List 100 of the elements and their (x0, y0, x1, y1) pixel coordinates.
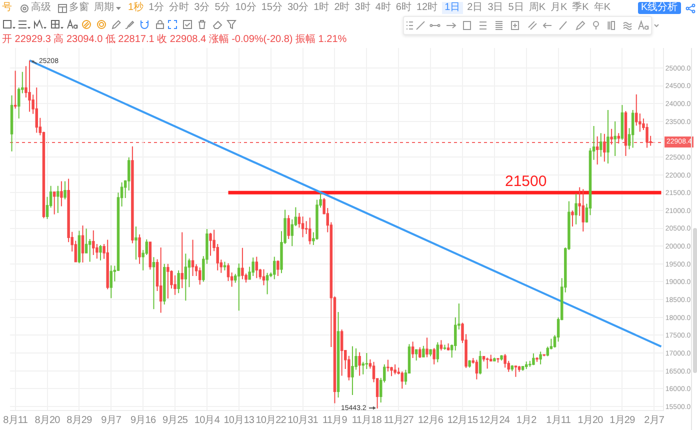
candlestick (603, 133, 606, 162)
x-tick-label: 1月11 (546, 415, 572, 426)
candlestick (131, 146, 134, 244)
candlestick (446, 342, 450, 351)
text: 1秒 (127, 2, 145, 14)
button: K线分析 (638, 2, 681, 14)
candlestick (148, 242, 152, 270)
candlestick (631, 110, 634, 148)
candlestick (532, 352, 535, 366)
candlestick (582, 188, 585, 232)
candlestick (600, 132, 602, 158)
candlestick (411, 341, 414, 358)
x-tick-label: 9月25 (162, 415, 188, 426)
text: 3日 (486, 2, 504, 14)
candlestick (14, 70, 17, 110)
candlestick (475, 359, 478, 380)
candlestick (536, 356, 538, 362)
x-tick-label: 2月7 (644, 415, 665, 426)
x-tick-label: 10月4 (194, 415, 220, 426)
text: 15分 (260, 2, 284, 14)
candlestick (574, 193, 578, 225)
candlestick (52, 191, 56, 215)
candlestick (99, 244, 102, 261)
x-tick-label: 12月15 (447, 415, 478, 426)
candlestick (440, 340, 443, 351)
candlestick (287, 214, 290, 240)
candlestick (163, 263, 166, 306)
candlestick (426, 337, 428, 358)
candlestick (478, 350, 482, 375)
candlestick (620, 104, 624, 140)
text: 1日 (442, 2, 464, 14)
candlestick (28, 60, 31, 112)
text: 5日 (507, 2, 525, 14)
candlestick (35, 87, 38, 134)
candlestick (10, 94, 14, 152)
text: 6时 (394, 2, 412, 14)
x-tick-label: 8月20 (34, 415, 61, 426)
candlestick (614, 120, 616, 156)
candlestick (64, 180, 66, 200)
candlestick (191, 239, 194, 277)
candlestick (525, 361, 528, 370)
text: 30分 (286, 2, 310, 14)
candlestick (152, 256, 156, 310)
text: 3分 (193, 2, 211, 14)
x-tick-label: 9月16 (130, 415, 156, 426)
x-tick-label: 12月6 (418, 415, 444, 426)
text: 4时 (374, 2, 392, 14)
x-tick-label: 9月7 (101, 415, 122, 426)
candlestick (521, 366, 524, 372)
x-tick-label: 11月18 (352, 415, 382, 426)
candlestick (358, 352, 361, 376)
text: 多窗 (68, 2, 90, 14)
text: 10分 (234, 2, 258, 14)
x-tick-label: 12月24 (479, 415, 510, 426)
candlestick (496, 357, 500, 364)
candlestick (92, 230, 95, 256)
candlestick (223, 261, 226, 271)
text: 季K (571, 2, 590, 14)
x-tick-label: 10月31 (288, 415, 319, 426)
candlestick (443, 344, 446, 350)
x-tick-label: 1月29 (610, 415, 636, 426)
candlestick (340, 328, 344, 376)
candlestick (386, 359, 390, 372)
candlestick (262, 268, 266, 286)
text: 开 22929.3 高 23094.0 低 22817.1 收 22908.4 涨幅 -0.09%(-20.8) 振幅 1.21% (2, 34, 347, 46)
candlestick (624, 110, 628, 156)
candlestick (510, 364, 514, 372)
x-tick-label: 10月22 (256, 415, 287, 426)
text: 周K (528, 2, 546, 14)
candlestick (493, 357, 496, 362)
x-tick-label: 8月11 (3, 415, 28, 426)
x-tick-label: 11月9 (322, 415, 348, 426)
x-tick-label: 11月27 (384, 415, 414, 426)
candlestick (174, 274, 176, 296)
text: 3时 (354, 2, 372, 14)
candlestick (273, 256, 276, 280)
candlestick (110, 264, 113, 299)
candlestick (539, 351, 542, 365)
text: 1分 (148, 2, 166, 14)
candlestick (617, 132, 620, 144)
candlestick (209, 232, 212, 256)
candlestick (422, 345, 425, 358)
candlestick (255, 256, 258, 279)
x-tick-label: 1月2 (516, 415, 538, 426)
candlestick (429, 348, 432, 357)
x-tick-label: 1月20 (578, 415, 604, 426)
text: 年K (592, 2, 612, 14)
candlestick (106, 239, 109, 290)
text: 高级 (30, 2, 52, 14)
text: 号 (1, 2, 13, 14)
candlestick (159, 247, 162, 314)
candlestick (252, 257, 254, 277)
candlestick (138, 234, 141, 264)
text: 2时 (333, 2, 351, 14)
candlestick (486, 357, 489, 370)
candlestick (166, 263, 170, 299)
x-tick-label: 10月13 (224, 415, 255, 426)
candlestick (180, 232, 184, 289)
candlestick (432, 348, 436, 365)
candlestick (184, 253, 188, 302)
